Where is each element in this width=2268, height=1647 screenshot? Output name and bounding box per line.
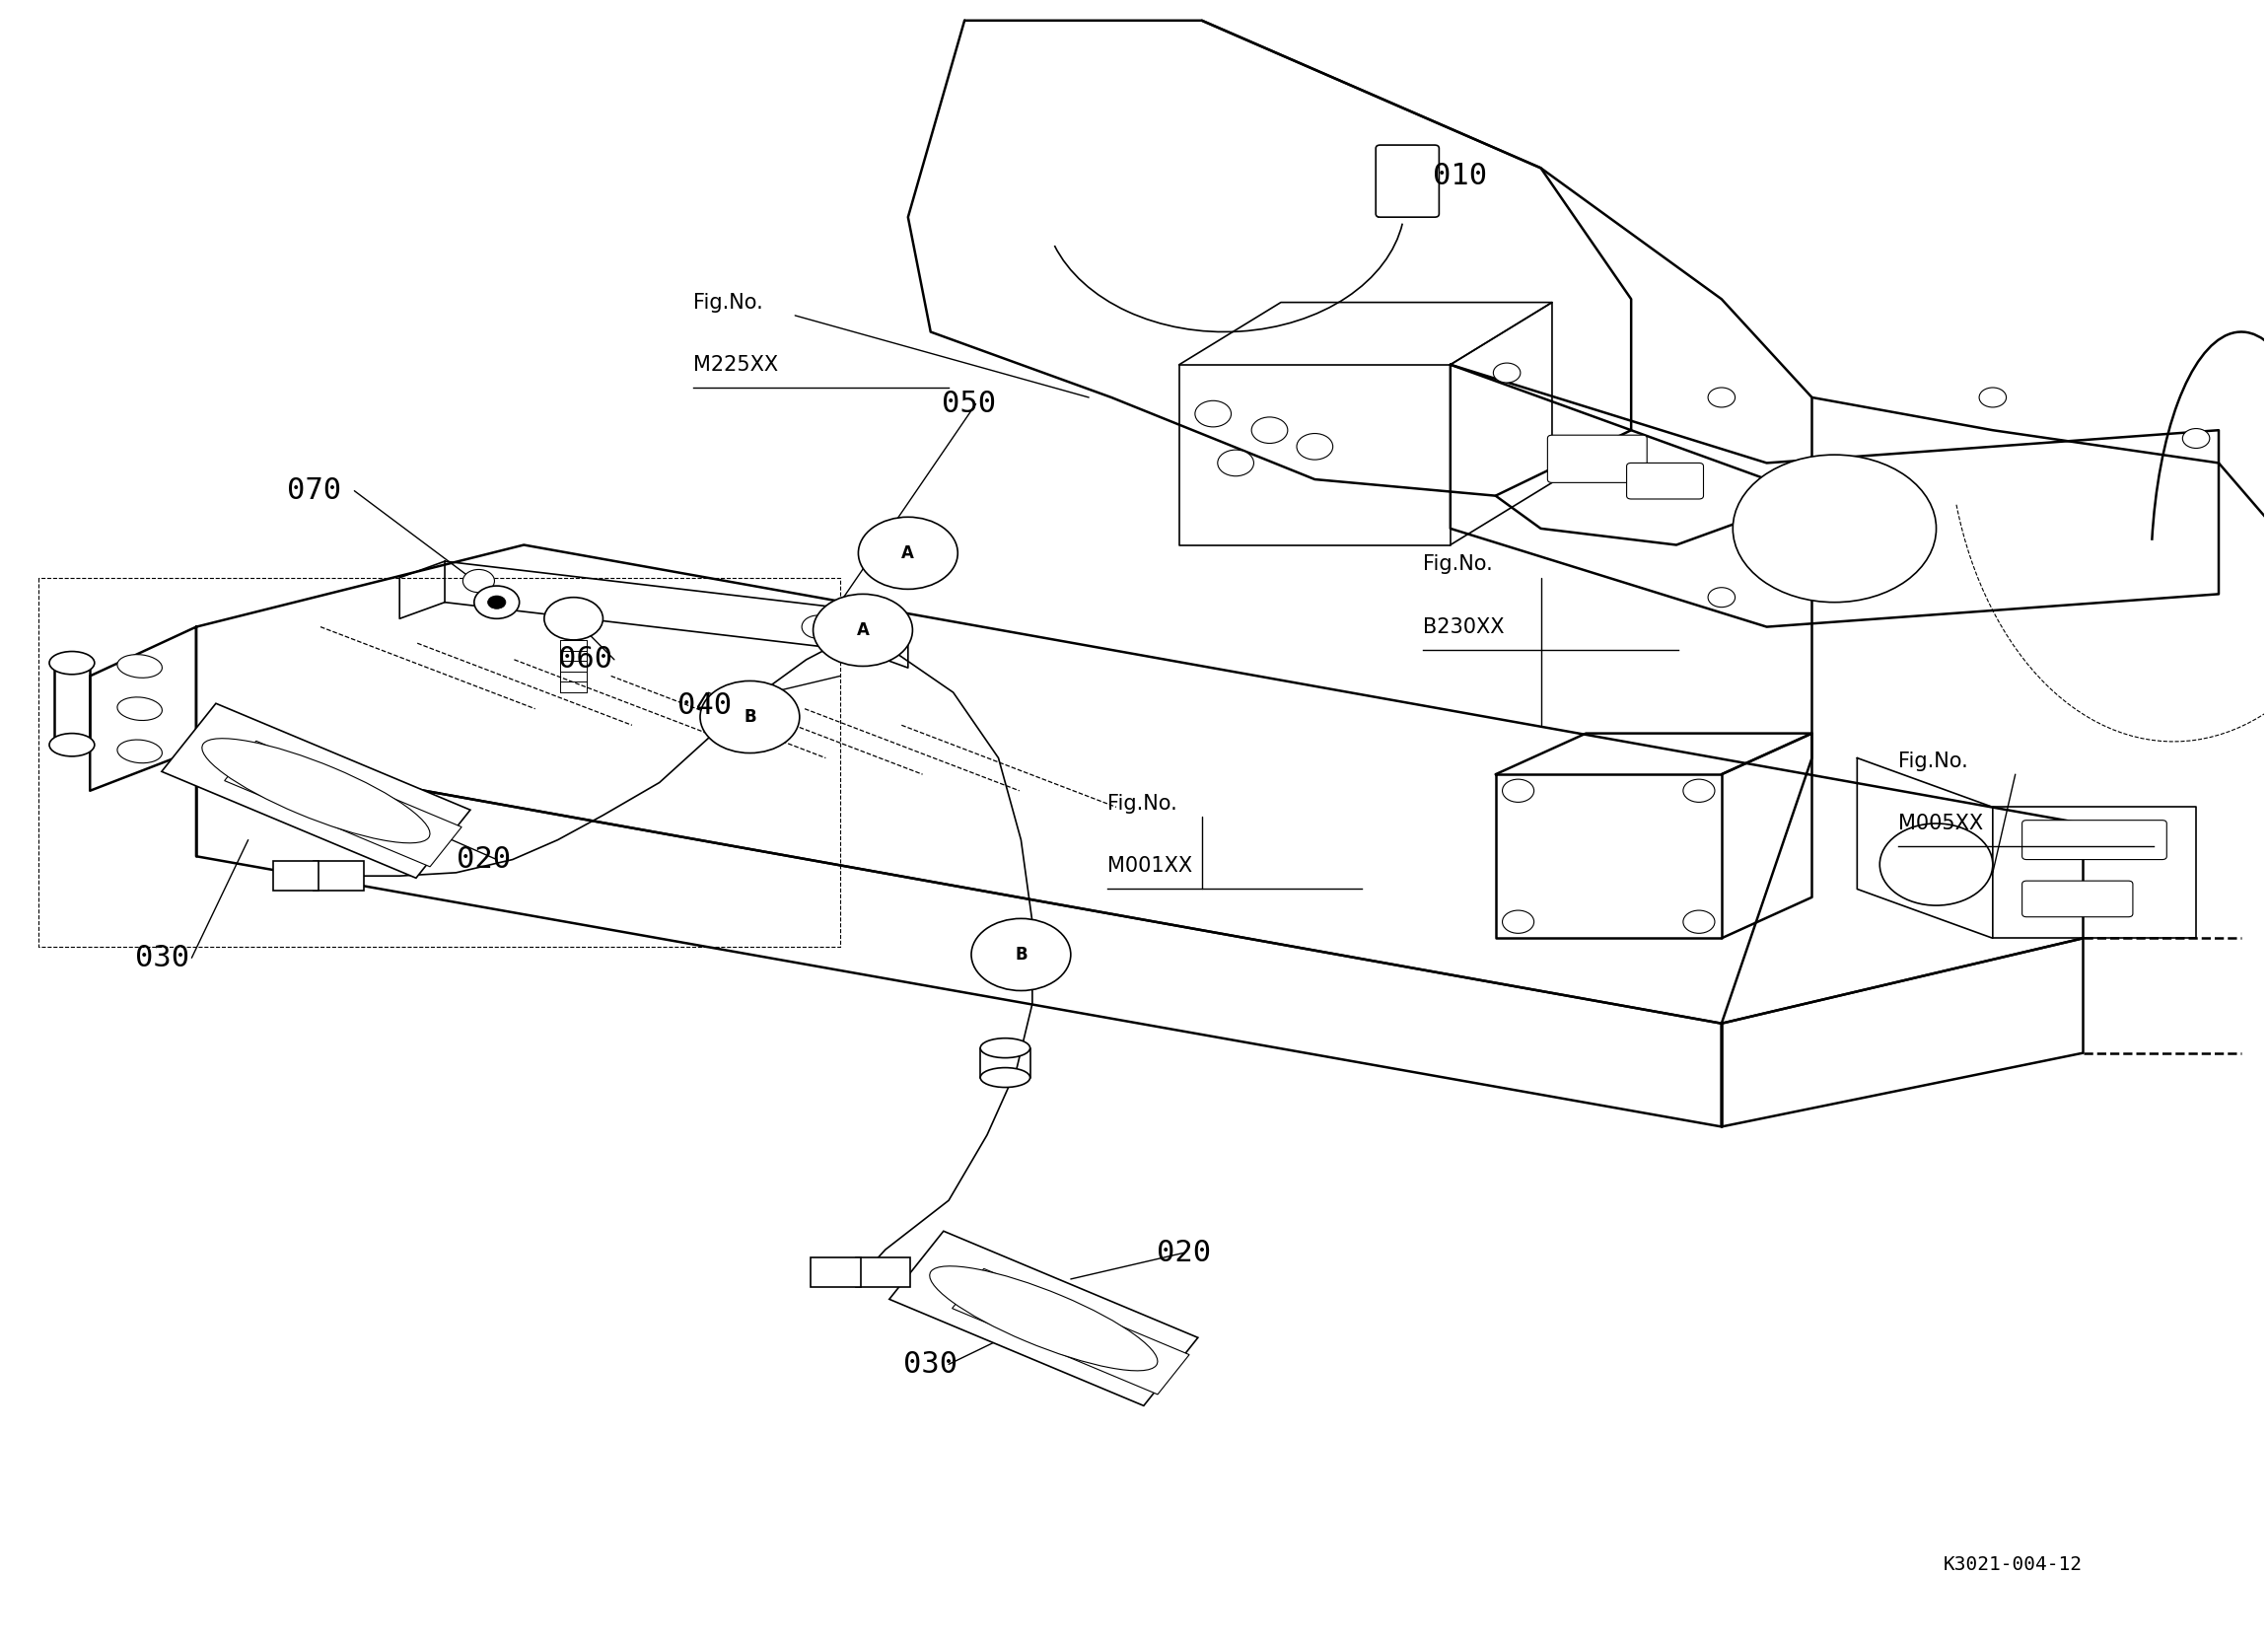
FancyBboxPatch shape [1547,435,1647,483]
Text: Fig.No.: Fig.No. [1107,794,1177,814]
Circle shape [1683,911,1715,934]
Ellipse shape [118,697,161,720]
Text: 010: 010 [1433,161,1486,191]
Text: 020: 020 [1157,1239,1211,1267]
Circle shape [463,570,494,593]
Text: B: B [744,708,755,726]
Text: B: B [1014,945,1027,963]
Ellipse shape [50,652,95,674]
Text: K3021-004-12: K3021-004-12 [1944,1555,2082,1573]
Circle shape [1880,824,1994,906]
Text: A: A [903,544,914,562]
Circle shape [474,586,519,619]
Circle shape [1218,450,1254,476]
Text: 070: 070 [286,476,340,506]
FancyBboxPatch shape [272,861,318,891]
Circle shape [1297,433,1334,460]
Text: 040: 040 [678,692,733,720]
Ellipse shape [50,733,95,756]
Text: 030: 030 [903,1351,957,1379]
Circle shape [701,680,801,753]
FancyBboxPatch shape [812,1258,860,1288]
Text: M001XX: M001XX [1107,856,1191,876]
Text: M225XX: M225XX [694,354,778,374]
Text: 020: 020 [456,845,510,875]
Text: Fig.No.: Fig.No. [694,293,762,313]
Ellipse shape [118,740,161,763]
Ellipse shape [118,654,161,679]
Text: 050: 050 [941,390,996,418]
Circle shape [1708,588,1735,608]
Text: M005XX: M005XX [1898,814,1982,833]
Text: B230XX: B230XX [1424,618,1504,637]
Circle shape [857,517,957,590]
FancyBboxPatch shape [855,1258,909,1288]
Ellipse shape [980,1067,1030,1087]
Text: 030: 030 [136,944,191,972]
Ellipse shape [930,1267,1157,1370]
Ellipse shape [980,1038,1030,1057]
Text: 060: 060 [558,646,612,674]
Circle shape [1492,362,1520,382]
Polygon shape [889,1230,1198,1407]
FancyBboxPatch shape [1626,463,1703,499]
Text: Fig.No.: Fig.No. [1424,555,1492,575]
Text: A: A [857,621,869,639]
Circle shape [1980,387,2007,407]
Ellipse shape [202,738,431,843]
Circle shape [1252,417,1288,443]
Circle shape [803,616,832,639]
FancyBboxPatch shape [1377,145,1440,217]
Circle shape [1501,911,1533,934]
Polygon shape [225,741,463,866]
FancyBboxPatch shape [2023,820,2166,860]
Circle shape [544,598,603,641]
FancyBboxPatch shape [313,861,363,891]
Circle shape [1708,387,1735,407]
Circle shape [488,596,506,609]
Circle shape [1195,400,1232,427]
Polygon shape [161,703,469,878]
Circle shape [1501,779,1533,802]
Text: Fig.No.: Fig.No. [1898,751,1969,771]
Circle shape [971,919,1070,990]
Polygon shape [953,1268,1188,1395]
Circle shape [814,595,912,665]
FancyBboxPatch shape [2023,881,2132,917]
Circle shape [2182,428,2209,448]
Circle shape [1683,779,1715,802]
Circle shape [1733,455,1937,603]
